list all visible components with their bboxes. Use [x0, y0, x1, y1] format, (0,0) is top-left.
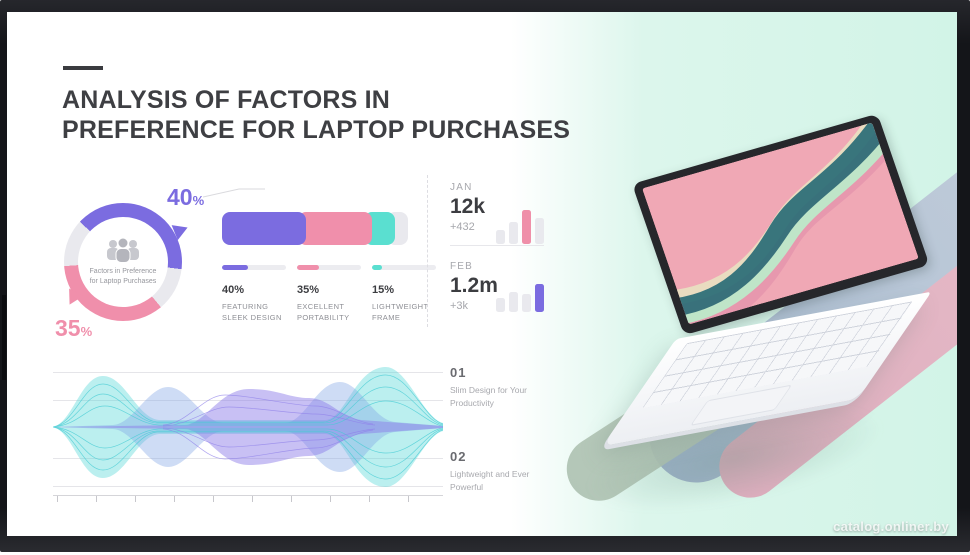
title-accent-line: [63, 66, 103, 70]
stat-feb-delta: +3k: [450, 300, 469, 312]
factor-fill: [372, 265, 382, 270]
factor-label: EXCELLENT PORTABILITY: [297, 301, 367, 323]
stat-feb-value: 1.2m: [450, 274, 498, 297]
factor-track: [222, 265, 286, 270]
screen-panel: ANALYSIS OF FACTORS IN PREFERENCE FOR LA…: [7, 12, 957, 536]
gridline: [53, 458, 443, 459]
stat-jan-delta: +432: [450, 221, 475, 233]
donut-pointer-purple: [160, 213, 188, 241]
factor-label-line2: SLEEK DESIGN: [222, 313, 282, 322]
factor-label: FEATURING SLEEK DESIGN: [222, 301, 292, 323]
stacked-bar-chart: [222, 212, 432, 245]
minibar: [496, 230, 505, 244]
minibar: [509, 292, 518, 312]
stat-jan-month: JAN: [450, 182, 473, 193]
gridline: [53, 372, 443, 373]
donut-center-label-line2: for Laptop Purchases: [89, 278, 157, 285]
minibar-highlight: [535, 284, 544, 312]
laptop-wallpaper: [641, 122, 919, 325]
donut-pointer-pink: [58, 288, 84, 316]
note-1-number: 01: [450, 365, 467, 380]
factor-lightweight-frame: 15% LIGHTWEIGHT FRAME: [372, 265, 442, 323]
minibar: [522, 294, 531, 312]
donut-center: Factors in Preference for Laptop Purchas…: [78, 217, 168, 307]
stacked-segment-portability: [298, 212, 372, 245]
factor-label: LIGHTWEIGHT FRAME: [372, 301, 442, 323]
wave-spectrum-chart: [53, 362, 443, 512]
donut-callout-35: 35%: [55, 315, 92, 342]
stat-jan-minibar-chart: [496, 196, 548, 244]
factor-label-line1: EXCELLENT: [297, 302, 345, 311]
laptop-screen: [632, 113, 930, 336]
factor-label-line1: FEATURING: [222, 302, 269, 311]
stat-jan-value: 12k: [450, 195, 486, 218]
watermark: catalog.onliner.by: [833, 519, 949, 534]
donut-callout-40-value: 40: [167, 184, 193, 210]
gridline: [53, 400, 443, 401]
donut-callout-40-unit: %: [192, 193, 205, 208]
donut-center-label: Factors in Preference for Laptop Purchas…: [90, 267, 157, 287]
minibar-highlight: [522, 210, 531, 244]
factor-sleek-design: 40% FEATURING SLEEK DESIGN: [222, 265, 292, 323]
donut-center-label-line1: Factors in Preference: [89, 268, 157, 275]
factor-label-line2: PORTABILITY: [297, 313, 350, 322]
dashed-divider: [427, 175, 428, 327]
slide-title-line2: PREFERENCE FOR LAPTOP PURCHASES: [62, 116, 571, 144]
axis-baseline: [53, 495, 443, 496]
slide-title: ANALYSIS OF FACTORS IN PREFERENCE FOR LA…: [62, 85, 570, 145]
factor-percent: 40%: [222, 284, 245, 296]
people-icon: [107, 237, 139, 263]
note-2-number: 02: [450, 449, 467, 464]
factor-track: [297, 265, 361, 270]
slide-title-line1: ANALYSIS OF FACTORS IN: [62, 86, 391, 114]
callout-connector-line: [203, 188, 265, 198]
axis-ticks: [57, 496, 443, 502]
stacked-segment-sleek-design: [222, 212, 306, 245]
note-1-text: Slim Design for Your Productivity: [450, 385, 528, 408]
factor-portability: 35% EXCELLENT PORTABILITY: [297, 265, 367, 323]
gridline: [53, 486, 443, 487]
donut-chart: Factors in Preference for Laptop Purchas…: [58, 203, 188, 321]
minibar: [509, 222, 518, 244]
hero-area: [540, 12, 957, 536]
laptop-display: [641, 122, 919, 325]
factor-label-line2: FRAME: [372, 313, 401, 322]
minibar: [496, 298, 505, 312]
factor-label-line1: LIGHTWEIGHT: [372, 302, 429, 311]
minibar: [535, 218, 544, 244]
stats-divider: [450, 245, 544, 246]
donut-callout-40: 40%: [167, 184, 204, 211]
factor-fill: [222, 265, 248, 270]
bezel-control-slot: [2, 295, 6, 380]
factor-track: [372, 265, 436, 270]
factor-fill: [297, 265, 320, 270]
stat-feb-month: FEB: [450, 261, 474, 272]
factor-percent: 15%: [372, 284, 395, 296]
wave-svg: [53, 366, 443, 488]
donut-callout-35-value: 35: [55, 315, 81, 341]
stat-feb-minibar-chart: [496, 264, 548, 312]
donut-callout-35-unit: %: [80, 324, 93, 339]
factor-percent: 35%: [297, 284, 320, 296]
note-2-text: Lightweight and Ever Powerful: [450, 469, 530, 492]
